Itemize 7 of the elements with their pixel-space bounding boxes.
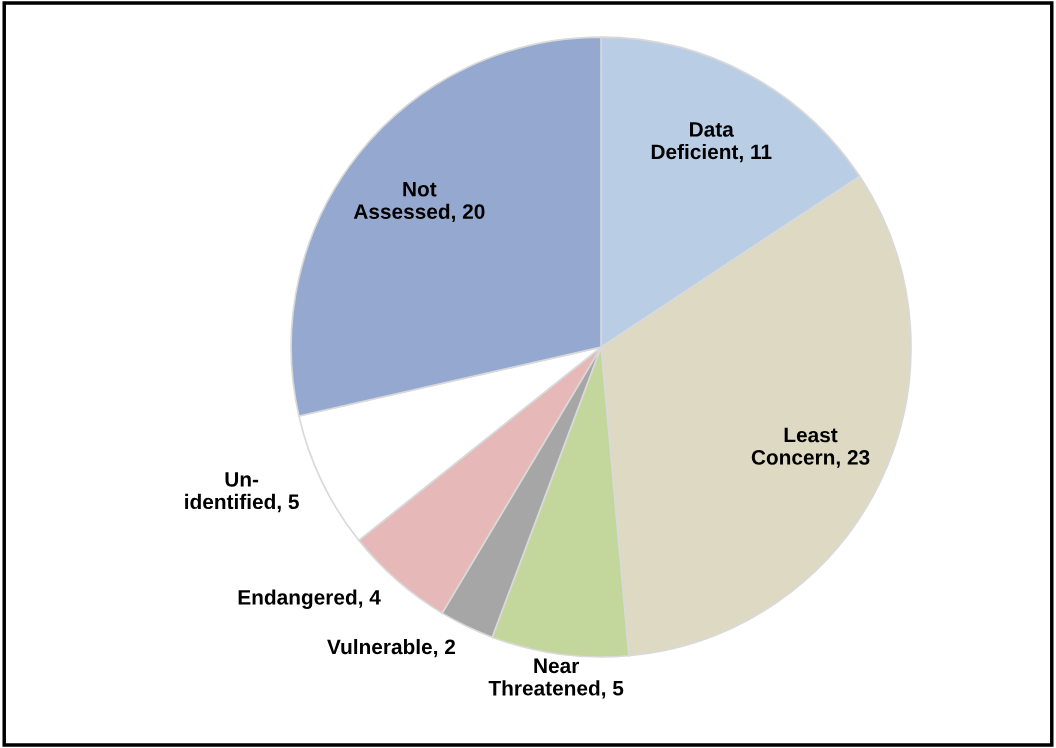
slice-label: Un- identified, 5 [185,472,299,513]
slice-label: Near Threatened, 5 [488,658,624,699]
slice-label: Endangered, 4 [238,589,381,609]
slice-label: Vulnerable, 2 [327,638,456,658]
slice-label: Least Concern, 23 [751,427,870,468]
slice-label: Not Assessed, 20 [353,181,485,222]
slice-label: Data Deficient, 11 [651,122,772,163]
